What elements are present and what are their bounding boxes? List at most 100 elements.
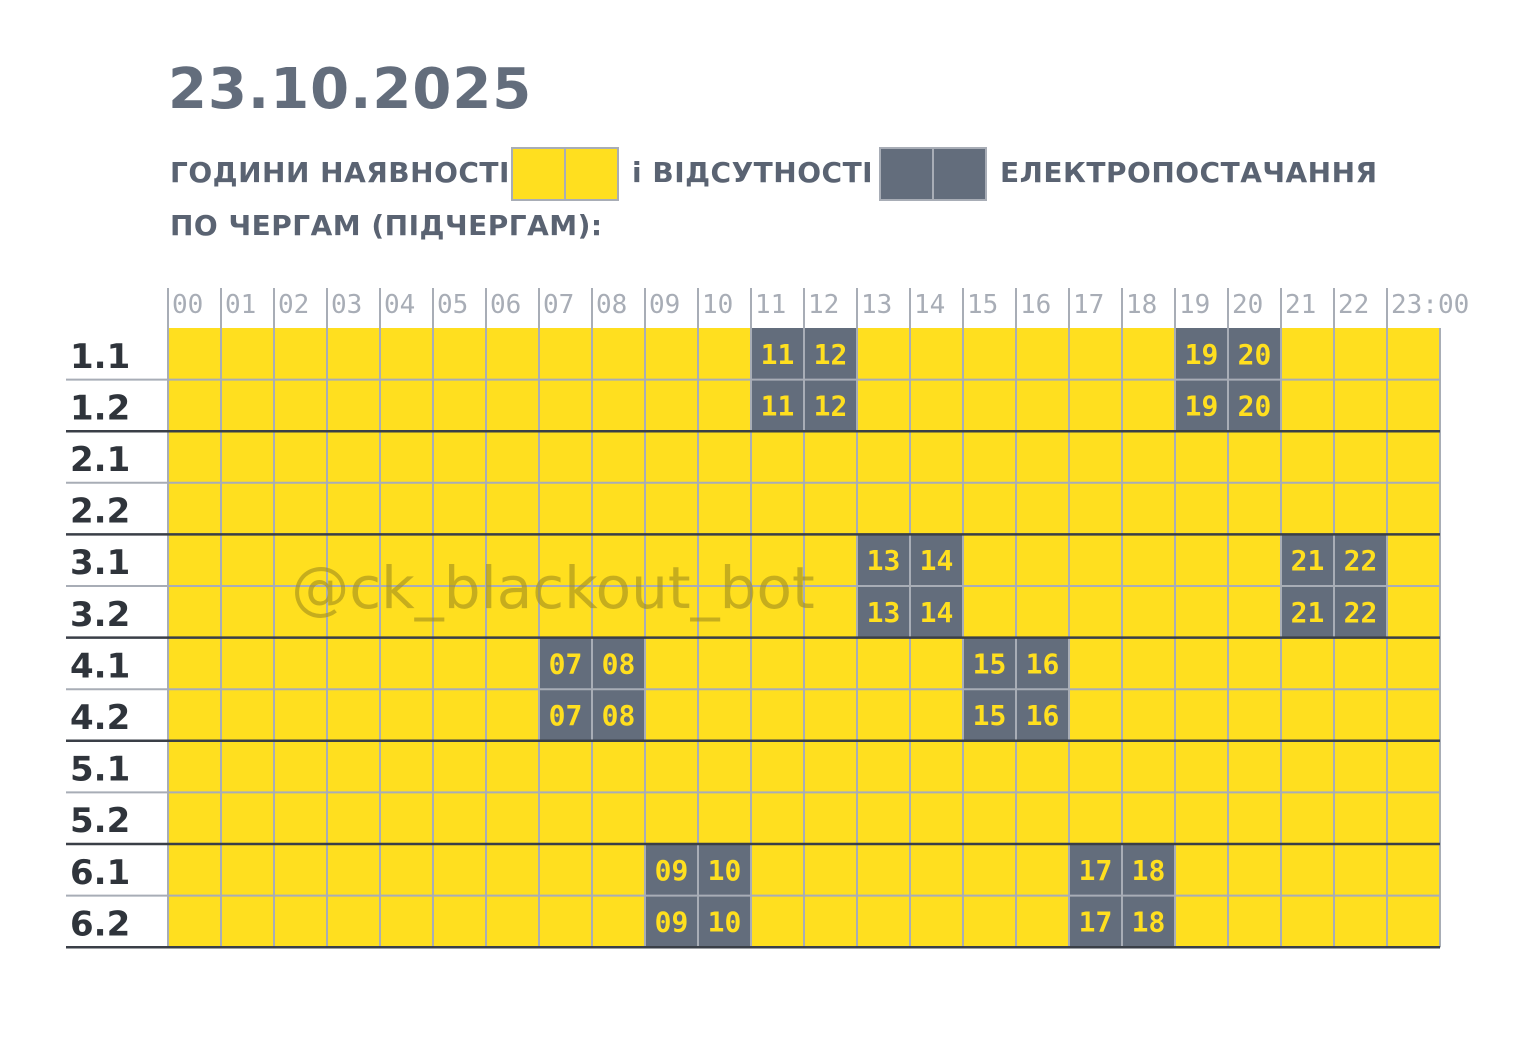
cell-on <box>168 482 221 535</box>
row-label: 1.1 <box>70 337 130 377</box>
cell-on <box>1281 328 1334 380</box>
cell-on <box>857 637 910 690</box>
cell-off <box>910 534 963 586</box>
cell-on <box>751 895 804 948</box>
cell-off <box>645 844 698 896</box>
cell-on <box>486 534 539 586</box>
cell-off <box>1334 534 1387 586</box>
cell-on <box>1281 431 1334 483</box>
hour-label: 21 <box>1285 290 1316 320</box>
cell-on <box>221 328 274 380</box>
cell-on <box>645 328 698 380</box>
cell-on <box>645 740 698 793</box>
cell-on <box>1387 328 1440 380</box>
hour-label: 17 <box>1073 290 1104 320</box>
cell-on <box>645 482 698 535</box>
cell-off <box>1281 534 1334 586</box>
cell-on <box>486 482 539 535</box>
legend-swatch-off-border <box>879 147 987 201</box>
cell-on <box>221 482 274 535</box>
cell-on <box>910 792 963 844</box>
cell-on <box>380 586 433 638</box>
cell-on <box>1016 379 1069 432</box>
cell-on <box>1016 534 1069 586</box>
cell-on <box>274 689 327 741</box>
cell-on <box>804 844 857 896</box>
cell-on <box>1387 792 1440 844</box>
cell-on <box>539 792 592 844</box>
cell-on <box>221 740 274 793</box>
cell-on <box>274 328 327 380</box>
cell-on <box>380 534 433 586</box>
cell-on <box>539 379 592 432</box>
cell-off-label: 14 <box>920 544 954 577</box>
legend-swatch-on-right <box>565 148 618 200</box>
cell-on <box>168 792 221 844</box>
cell-on <box>274 534 327 586</box>
cell-on <box>274 586 327 638</box>
hour-label: 20 <box>1232 290 1263 320</box>
cell-on <box>539 844 592 896</box>
cell-on <box>1334 431 1387 483</box>
schedule-grid <box>66 328 1441 949</box>
cell-on <box>698 431 751 483</box>
cell-on <box>910 431 963 483</box>
cell-on <box>645 689 698 741</box>
cell-on <box>1387 844 1440 896</box>
cell-on <box>168 637 221 690</box>
cell-on <box>1387 482 1440 535</box>
hour-header: 00 01 02 03 04 05 06 07 08 09 10 11 12 13 14 15 16 17 18 19… <box>167 288 1469 328</box>
cell-on <box>910 895 963 948</box>
cell-on <box>1175 844 1228 896</box>
cell-on <box>645 637 698 690</box>
cell-off-label: 15 <box>973 647 1007 680</box>
cell-off-label: 08 <box>602 647 636 680</box>
cell-on <box>327 740 380 793</box>
cell-on <box>380 328 433 380</box>
cell-on <box>380 431 433 483</box>
cell-on <box>698 586 751 638</box>
cell-on <box>1175 689 1228 741</box>
legend-swatch-off-right <box>933 148 986 200</box>
cell-on <box>592 844 645 896</box>
cell-on <box>963 844 1016 896</box>
cell-on <box>910 482 963 535</box>
cell-on <box>1122 637 1175 690</box>
cell-on <box>1122 379 1175 432</box>
cell-on <box>910 689 963 741</box>
cell-on <box>327 431 380 483</box>
cell-on <box>539 431 592 483</box>
row-label: 5.1 <box>70 750 130 790</box>
cell-on <box>221 379 274 432</box>
cell-on <box>804 740 857 793</box>
cell-on <box>857 689 910 741</box>
cell-on <box>1016 431 1069 483</box>
cell-on <box>1069 689 1122 741</box>
cell-on <box>1387 895 1440 948</box>
cell-on <box>486 689 539 741</box>
cell-on <box>963 895 1016 948</box>
cell-on <box>1122 740 1175 793</box>
cell-on <box>804 586 857 638</box>
cell-off-label: 10 <box>708 854 742 887</box>
row-label: 1.2 <box>70 388 130 428</box>
hour-label: 18 <box>1126 290 1157 320</box>
cell-on <box>751 637 804 690</box>
cell-off <box>698 895 751 948</box>
cell-off-label: 18 <box>1132 905 1166 938</box>
hour-label: 01 <box>225 290 256 320</box>
cell-off-label: 09 <box>655 905 689 938</box>
hour-label: 09 <box>649 290 680 320</box>
cell-off-label: 08 <box>602 699 636 732</box>
cell-off-label: 18 <box>1132 854 1166 887</box>
cell-on <box>486 586 539 638</box>
cell-on <box>486 637 539 690</box>
cell-on <box>751 844 804 896</box>
legend-queues-label: ПО ЧЕРГАМ (ПІДЧЕРГАМ): <box>170 209 603 242</box>
cell-on <box>1387 586 1440 638</box>
cell-on <box>751 586 804 638</box>
cell-on <box>804 689 857 741</box>
cell-off-label: 11 <box>761 338 795 371</box>
cell-on <box>1228 534 1281 586</box>
cell-on <box>1334 637 1387 690</box>
